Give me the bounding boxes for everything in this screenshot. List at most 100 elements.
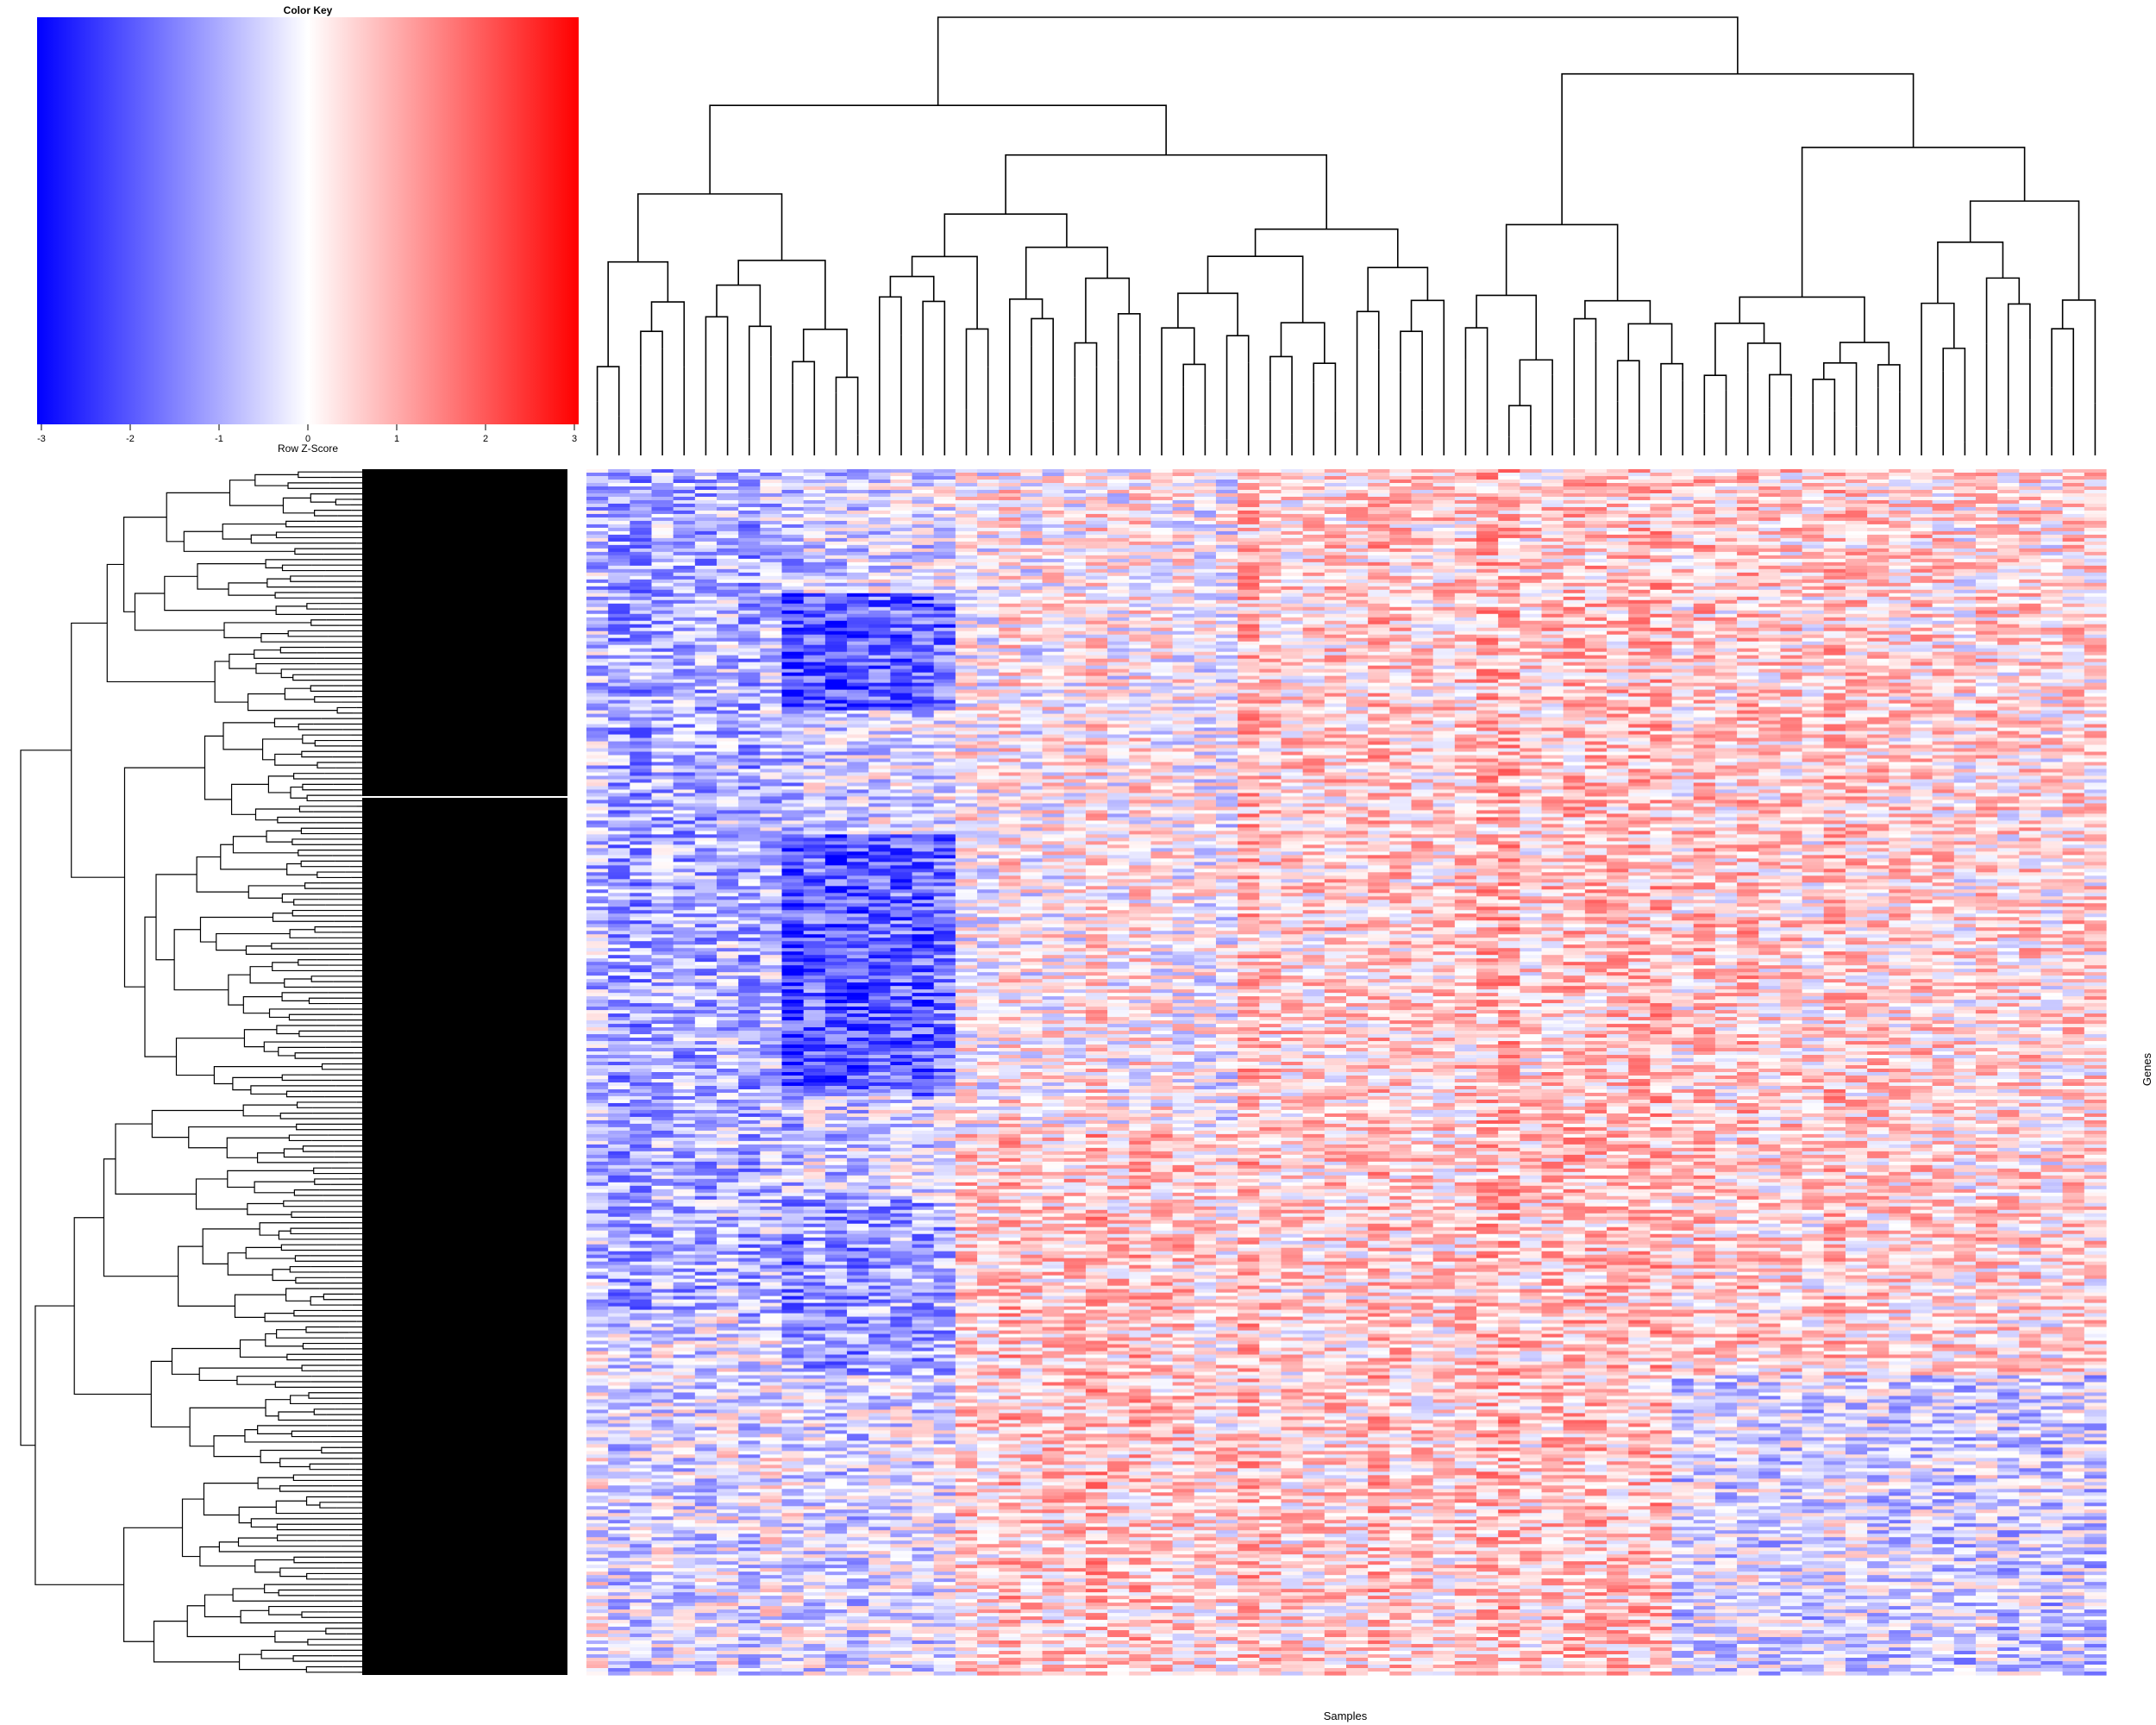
heatmap-cell — [651, 872, 674, 876]
heatmap-cell — [608, 1220, 630, 1225]
heatmap-cell — [608, 744, 630, 750]
heatmap-cell — [694, 1264, 718, 1270]
heatmap-cell — [630, 1088, 653, 1094]
heatmap-cell — [803, 703, 826, 708]
heatmap-cell — [760, 1010, 783, 1014]
heatmap-cell — [651, 951, 674, 956]
heatmap-cell — [738, 617, 761, 622]
heatmap-cell — [738, 1168, 761, 1173]
row-dendrogram-branch — [229, 653, 256, 669]
heatmap-cell — [651, 1044, 674, 1049]
heatmap-cell — [824, 1647, 848, 1652]
heatmap-cell — [781, 1465, 805, 1469]
heatmap-cell — [608, 1192, 630, 1197]
heatmap-cell — [586, 1147, 609, 1152]
heatmap-cell — [586, 1206, 609, 1211]
heatmap-cell — [803, 568, 826, 574]
heatmap-cell — [694, 831, 718, 835]
heatmap-cell — [630, 1085, 653, 1090]
heatmap-cell — [608, 1041, 630, 1045]
heatmap-cell — [651, 1654, 674, 1659]
heatmap-cell — [760, 1202, 783, 1208]
heatmap-cell — [694, 1565, 718, 1569]
heatmap-cell — [738, 1627, 761, 1631]
heatmap-cell — [824, 1489, 848, 1493]
heatmap-cell — [673, 1302, 696, 1308]
heatmap-cell — [847, 972, 869, 976]
heatmap-cell — [717, 1065, 739, 1070]
row-dendrogram-branch — [296, 1123, 342, 1131]
heatmap-cell — [586, 793, 609, 798]
heatmap-cell — [694, 1623, 718, 1628]
heatmap-cell — [651, 1402, 674, 1408]
heatmap-cell — [824, 1075, 848, 1080]
heatmap-cell — [651, 737, 674, 743]
heatmap-cell — [803, 1075, 826, 1080]
heatmap-cell — [803, 637, 826, 643]
heatmap-cell — [608, 1454, 630, 1458]
heatmap-cell — [760, 1323, 783, 1328]
heatmap-cell — [586, 1126, 609, 1132]
heatmap-cell — [694, 1024, 718, 1028]
heatmap-cell — [738, 834, 761, 838]
heatmap-cell — [781, 1123, 805, 1128]
heatmap-cell — [694, 696, 718, 701]
heatmap-cell — [760, 1658, 783, 1662]
heatmap-cell — [608, 1430, 630, 1434]
heatmap-cell — [651, 1571, 674, 1576]
heatmap-cell — [586, 1437, 609, 1441]
heatmap-cell — [824, 744, 848, 750]
heatmap-cell — [586, 1044, 609, 1049]
heatmap-cell — [694, 872, 718, 876]
heatmap-cell — [781, 551, 805, 556]
heatmap-cell — [717, 1447, 739, 1452]
heatmap-cell — [586, 1371, 609, 1377]
heatmap-cell — [847, 837, 869, 842]
heatmap-cell — [630, 796, 653, 801]
column-dendrogram-branch — [1561, 72, 1915, 225]
heatmap-cell — [760, 775, 783, 781]
heatmap-cell — [651, 1240, 674, 1245]
heatmap-cell — [630, 1402, 653, 1408]
heatmap-cell — [717, 1668, 739, 1672]
heatmap-cell — [847, 855, 869, 859]
heatmap-cell — [694, 1069, 718, 1073]
heatmap-cell — [738, 658, 761, 663]
heatmap-cell — [673, 879, 696, 883]
heatmap-cell — [824, 1620, 848, 1624]
row-dendrogram-branch — [254, 808, 300, 821]
heatmap-cell — [586, 1048, 609, 1052]
heatmap-cell — [847, 1041, 869, 1045]
heatmap-cell — [803, 1003, 826, 1007]
column-dendrogram-branch — [1507, 405, 1532, 437]
heatmap-cell — [630, 613, 653, 618]
heatmap-cell — [694, 689, 718, 694]
heatmap-cell — [673, 848, 696, 852]
heatmap-cell — [717, 717, 739, 722]
heatmap-cell — [803, 1088, 826, 1094]
heatmap-cell — [760, 637, 783, 643]
heatmap-cell — [717, 1575, 739, 1579]
heatmap-cell — [760, 1240, 783, 1245]
heatmap-cell — [586, 900, 609, 904]
heatmap-cell — [673, 1233, 696, 1239]
heatmap-cell — [803, 779, 826, 784]
column-dendrogram-branch — [1746, 342, 1782, 375]
heatmap-cell — [694, 1609, 718, 1614]
heatmap-cell — [760, 593, 783, 598]
heatmap-cell — [673, 651, 696, 656]
heatmap-cell — [781, 603, 805, 608]
heatmap-cell — [694, 1658, 718, 1662]
heatmap-cell — [781, 1537, 805, 1541]
heatmap-cell — [738, 1361, 761, 1366]
heatmap-cell — [694, 1451, 718, 1455]
heatmap-cell — [630, 986, 653, 990]
heatmap-cell — [847, 675, 869, 681]
heatmap-cell — [630, 1302, 653, 1308]
heatmap-cell — [824, 572, 848, 577]
row-dendrogram-branch — [237, 1537, 342, 1547]
heatmap-column — [847, 469, 869, 1676]
heatmap-cell — [781, 1351, 805, 1356]
heatmap-cell — [694, 837, 718, 842]
heatmap-cell — [847, 482, 869, 487]
